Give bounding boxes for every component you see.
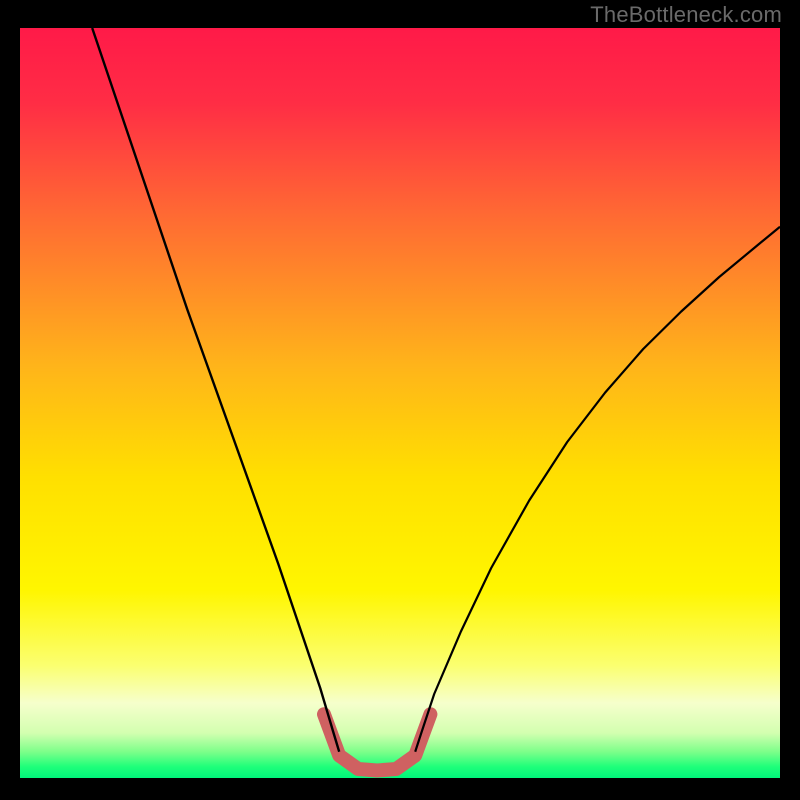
- watermark-text: TheBottleneck.com: [590, 2, 782, 28]
- bottleneck-chart: [0, 0, 800, 800]
- gradient-plot-area: [20, 28, 780, 778]
- chart-frame: TheBottleneck.com: [0, 0, 800, 800]
